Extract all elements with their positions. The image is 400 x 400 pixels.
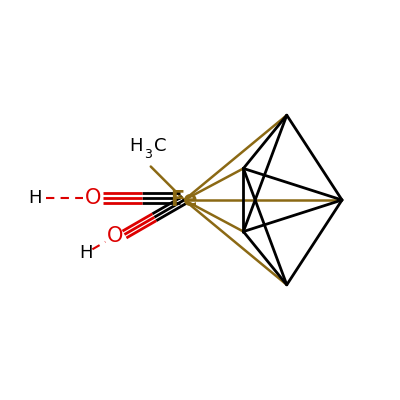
Text: C: C xyxy=(154,137,166,155)
Text: H: H xyxy=(129,137,143,155)
Text: H: H xyxy=(28,189,42,207)
Text: Fe: Fe xyxy=(170,190,198,210)
Text: 3: 3 xyxy=(144,148,152,161)
Text: H: H xyxy=(79,244,92,262)
Text: O: O xyxy=(84,188,101,208)
Text: O: O xyxy=(106,226,123,246)
